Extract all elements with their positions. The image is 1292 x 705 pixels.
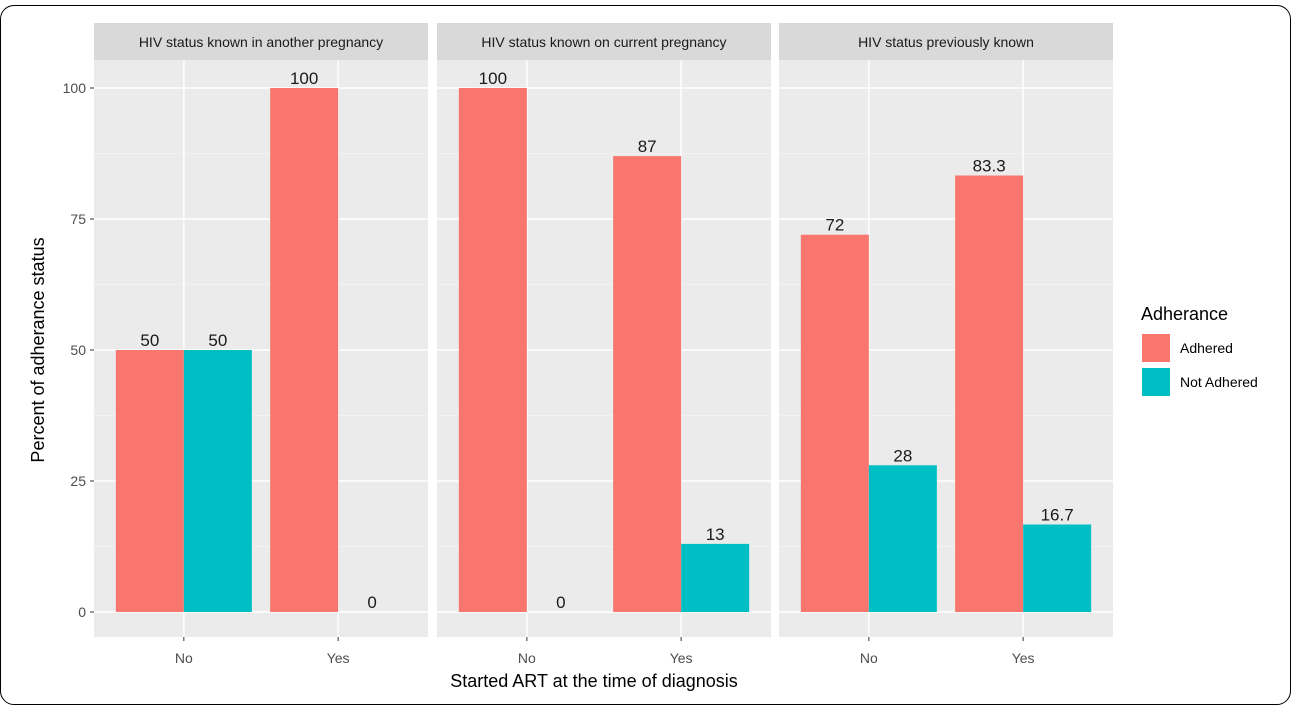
facet-strip <box>437 23 771 60</box>
facet-panel: HIV status known in another pregnancy 50 5… <box>94 23 428 666</box>
bar-adhered <box>613 156 682 612</box>
facet-title: HIV status previously known <box>858 34 1034 50</box>
y-tick-label: 75 <box>70 211 86 227</box>
data-label: 0 <box>367 593 376 612</box>
bar-adhered <box>458 88 527 612</box>
facet-strip <box>779 23 1113 60</box>
legend-label-adhered: Adhered <box>1180 340 1233 356</box>
x-tick-label: Yes <box>670 650 693 666</box>
bar-not-adhered <box>1023 524 1092 612</box>
data-label: 16.7 <box>1041 505 1074 524</box>
figure-border <box>0 5 1291 705</box>
x-tick-label: No <box>860 650 878 666</box>
data-label: 0 <box>556 593 565 612</box>
bar-not-adhered <box>681 543 750 612</box>
data-label: 13 <box>706 525 725 544</box>
data-label: 28 <box>893 446 912 465</box>
legend-title: Adherance <box>1141 304 1228 324</box>
data-label: 100 <box>479 69 507 88</box>
y-tick-label: 100 <box>63 80 87 96</box>
facet-panel: HIV status previously known 72 28 No 83.3 16.… <box>779 23 1113 666</box>
x-tick-label: No <box>175 650 193 666</box>
y-tick-label: 25 <box>70 473 86 489</box>
facet-panel: HIV status known on current pregnancy 100… <box>437 23 771 666</box>
data-label: 50 <box>208 331 227 350</box>
bar-adhered <box>270 88 339 612</box>
x-axis-title: Started ART at the time of diagnosis <box>450 671 738 691</box>
legend-label-not-adhered: Not Adhered <box>1180 374 1258 390</box>
facet-title: HIV status known on current pregnancy <box>481 34 726 50</box>
legend: Adherance Adhered Not Adhered <box>1141 304 1258 396</box>
x-tick-label: Yes <box>327 650 350 666</box>
y-tick-label: 50 <box>70 342 86 358</box>
bar-adhered <box>800 234 869 612</box>
facet-panels: HIV status known in another pregnancy 50 5… <box>94 23 1113 666</box>
legend-key-not-adhered <box>1142 368 1170 396</box>
data-label: 83.3 <box>973 157 1006 176</box>
data-label: 72 <box>825 216 844 235</box>
y-axis: 0 25 50 75 100 <box>63 80 94 620</box>
bar-adhered <box>115 350 184 612</box>
data-label: 100 <box>290 69 318 88</box>
legend-key-adhered <box>1142 334 1170 362</box>
facet-strip <box>94 23 428 60</box>
y-tick-label: 0 <box>78 604 86 620</box>
x-tick-label: Yes <box>1012 650 1035 666</box>
bar-adhered <box>955 175 1024 612</box>
data-label: 50 <box>140 331 159 350</box>
bar-not-adhered <box>868 465 937 612</box>
x-tick-label: No <box>518 650 536 666</box>
y-axis-title: Percent of adherance status <box>28 237 48 462</box>
bar-not-adhered <box>183 350 252 612</box>
facet-title: HIV status known in another pregnancy <box>139 34 383 50</box>
data-label: 87 <box>638 137 657 156</box>
